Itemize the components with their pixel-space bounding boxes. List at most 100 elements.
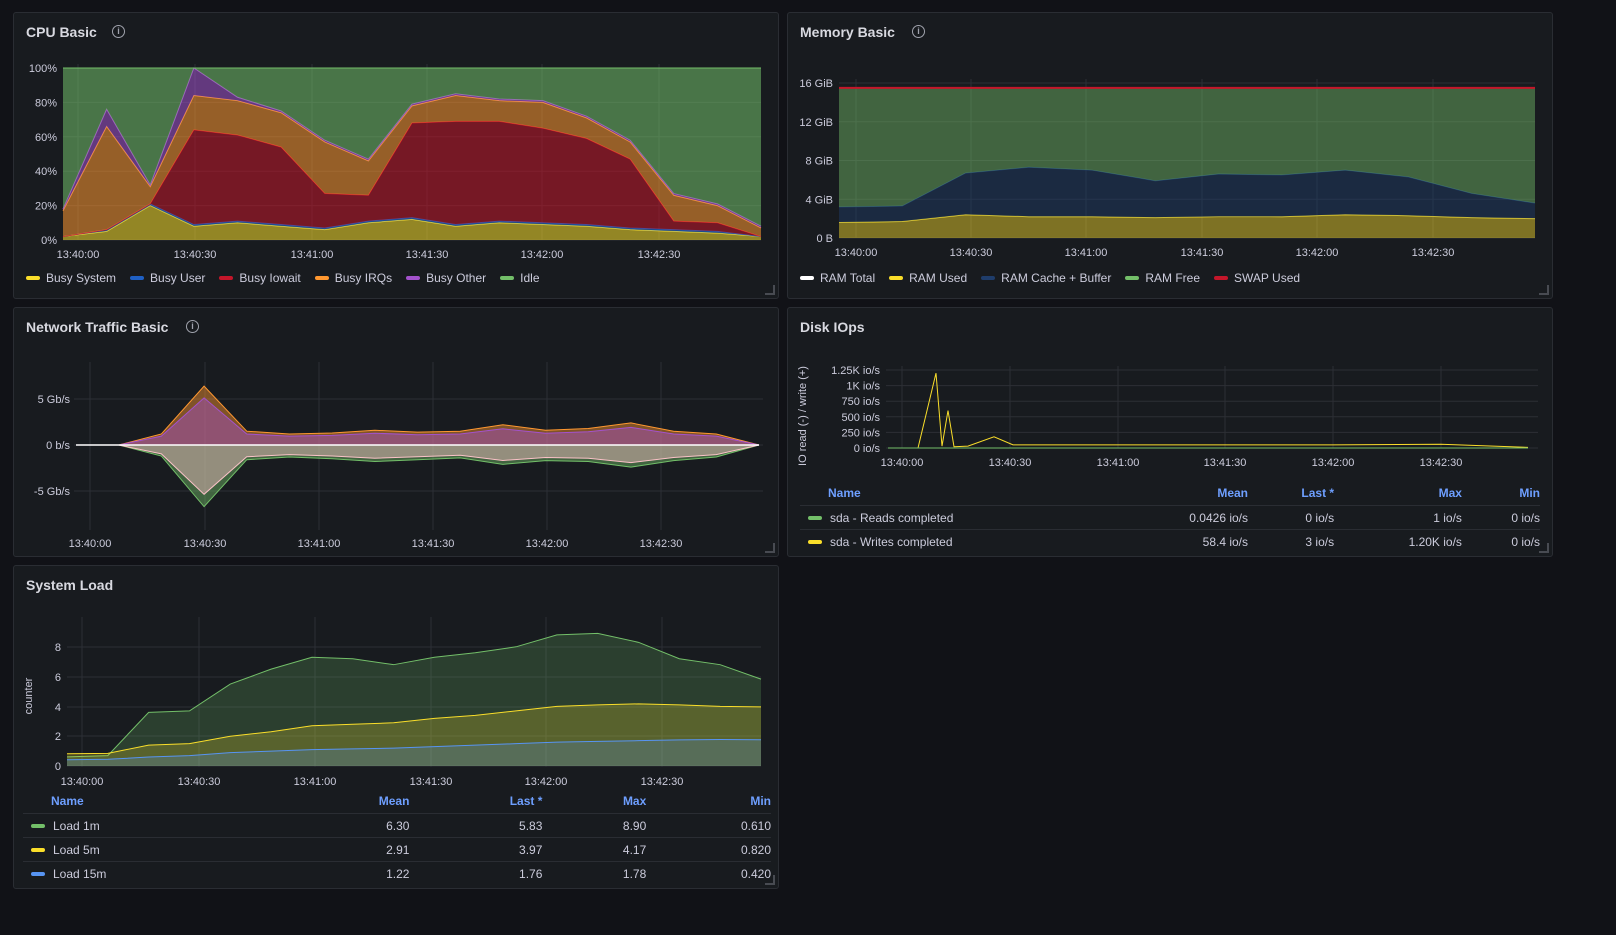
panel-title[interactable]: System Load [26,577,114,593]
series-area [76,444,760,495]
table-row[interactable]: sda - Reads completed 0.0426 io/s 0 io/s 1 … [800,505,1540,530]
series-area [76,397,760,446]
y-tick-label: 20% [35,201,57,213]
col-last[interactable]: Last * [509,794,543,808]
panel-title[interactable]: Memory Basic [800,24,895,40]
col-name[interactable]: Name [828,486,861,500]
series-name[interactable]: sda - Reads completed [800,505,1110,530]
mean-value: 6.30 [282,813,410,838]
y-tick-label: 1.25K io/s [831,365,880,377]
series-area [839,87,1535,207]
y-tick-label: 250 io/s [841,427,880,439]
memory-chart: 16 GiB 12 GiB 8 GiB 4 GiB 0 B 13:40:00 13:40:… [799,78,1536,259]
resize-handle[interactable] [765,875,775,885]
legend-item[interactable]: RAM Total [800,271,875,285]
series-label: sda - Writes completed [830,534,953,549]
legend-item[interactable]: SWAP Used [1214,271,1300,285]
legend-swatch [800,276,814,280]
legend-swatch [889,276,904,280]
network-traffic-panel: Network Traffic Basic i 5 Gb/s 0 b/s -5 Gb… [13,307,779,557]
y-tick-label: 0% [41,235,57,247]
col-mean[interactable]: Mean [1217,486,1249,500]
cpu-legend: Busy System Busy User Busy Iowait Busy IRQs… [26,271,540,285]
table-row[interactable]: Load 1m 6.30 5.83 8.90 0.610 [23,813,771,838]
legend-swatch [981,276,996,280]
x-tick-label: 13:41:00 [1065,247,1108,259]
col-name[interactable]: Name [51,794,84,808]
series-line [838,166,1536,208]
series-line [66,632,762,758]
cpu-basic-panel: CPU Basic i 100% 80% 60% 40% 20% 0% 13:40:00 1… [13,12,779,299]
col-max[interactable]: Max [622,794,647,808]
series-name[interactable]: Load 5m [23,837,283,862]
resize-handle[interactable] [1539,285,1549,295]
series-label: sda - Reads completed [830,510,954,525]
col-max[interactable]: Max [1438,486,1462,500]
min-value: 0 io/s [1461,505,1540,530]
mean-value: 0.0426 io/s [1109,505,1249,530]
max-value: 1.20K io/s [1334,529,1462,553]
legend-item[interactable]: RAM Free [1125,271,1200,285]
series-name[interactable]: Load 1m [23,813,283,838]
x-tick-label: 13:40:00 [57,249,100,261]
x-tick-label: 13:42:00 [1296,247,1339,259]
x-tick-label: 13:41:30 [410,776,453,788]
panel-title[interactable]: CPU Basic [26,24,97,40]
legend-item[interactable]: Busy User [130,271,205,285]
info-icon[interactable]: i [186,320,199,333]
legend-swatch [808,539,822,544]
mean-value: 58.4 io/s [1109,529,1249,553]
x-tick-label: 13:40:00 [881,457,924,469]
legend-swatch [1125,276,1140,280]
disk-chart: 1.25K io/s 1K io/s 750 io/s 500 io/s 250 io/… [797,365,1538,469]
series-name[interactable]: Load 15m [23,861,283,885]
table-row[interactable]: sda - Writes completed 58.4 io/s 3 io/s 1.2… [800,529,1540,553]
resize-handle[interactable] [1539,543,1549,553]
disk-legend-table: Name Mean Last * Max Min sda - Reads com… [800,485,1540,553]
series-label: Load 5m [53,842,100,857]
y-axis-label: IO read (-) / write (+) [797,366,809,466]
info-icon[interactable]: i [912,25,925,38]
legend-swatch [26,276,40,280]
x-tick-label: 13:42:30 [641,776,684,788]
legend-item[interactable]: RAM Used [889,271,967,285]
legend-item[interactable]: RAM Cache + Buffer [981,271,1111,285]
y-tick-label: 0 io/s [854,443,881,455]
legend-label: Busy Iowait [239,271,301,285]
table-row[interactable]: Load 15m 1.22 1.76 1.78 0.420 [23,861,771,885]
col-mean[interactable]: Mean [378,794,410,808]
panel-title[interactable]: Network Traffic Basic [26,319,169,335]
series-area [63,95,761,237]
last-value: 1.76 [409,861,543,885]
table-row[interactable]: Load 5m 2.91 3.97 4.17 0.820 [23,837,771,862]
panel-title[interactable]: Disk IOps [800,319,865,335]
legend-label: RAM Cache + Buffer [1001,271,1112,285]
col-last[interactable]: Last * [1301,486,1335,500]
col-min[interactable]: Min [1519,486,1540,500]
min-value: 0 io/s [1461,529,1540,553]
legend-item[interactable]: Busy IRQs [314,271,392,285]
x-tick-label: 13:42:00 [526,538,569,550]
min-value: 0.610 [646,813,771,838]
y-tick-label: 0 B [816,233,833,245]
legend-item[interactable]: Busy Iowait [219,271,301,285]
legend-swatch [406,276,421,280]
y-tick-label: 40% [35,166,57,178]
legend-swatch [1214,276,1229,280]
series-line [838,214,1536,223]
info-icon[interactable]: i [112,25,125,38]
series-name[interactable]: sda - Writes completed [800,529,1110,553]
y-tick-label: 80% [35,97,57,109]
legend-item[interactable]: Busy System [26,271,116,285]
resize-handle[interactable] [765,285,775,295]
legend-item[interactable]: Idle [500,271,540,285]
resize-handle[interactable] [765,543,775,553]
y-tick-label: 4 GiB [805,194,833,206]
y-tick-label: 4 [55,702,61,714]
legend-item[interactable]: Busy Other [406,271,486,285]
load-chart: 8 6 4 2 0 13:40:00 13:40:30 13:41:00 13:41:30 13… [23,617,762,788]
max-value: 1 io/s [1334,505,1462,530]
max-value: 1.78 [542,861,647,885]
last-value: 3.97 [409,837,543,862]
col-min[interactable]: Min [750,794,771,808]
